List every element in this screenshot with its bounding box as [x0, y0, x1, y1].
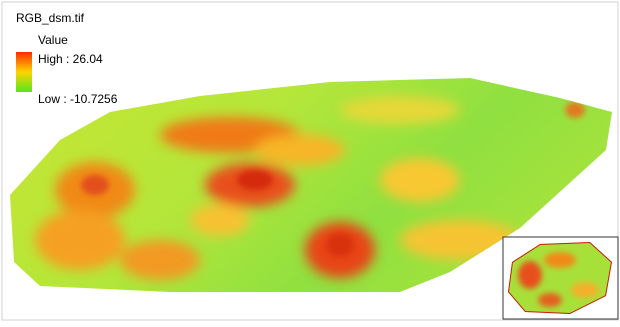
page: RGB_dsm.tif Value High : 26.04 Low : -10…	[0, 0, 620, 322]
legend-high: High : 26.04	[38, 52, 103, 66]
map-view: RGB_dsm.tif Value High : 26.04 Low : -10…	[0, 0, 620, 322]
overview-inset	[500, 235, 620, 320]
legend-low: Low : -10.7256	[38, 92, 118, 106]
legend-title: Value	[38, 33, 68, 47]
legend-ramp	[16, 52, 32, 92]
layer-name: RGB_dsm.tif	[16, 11, 85, 25]
